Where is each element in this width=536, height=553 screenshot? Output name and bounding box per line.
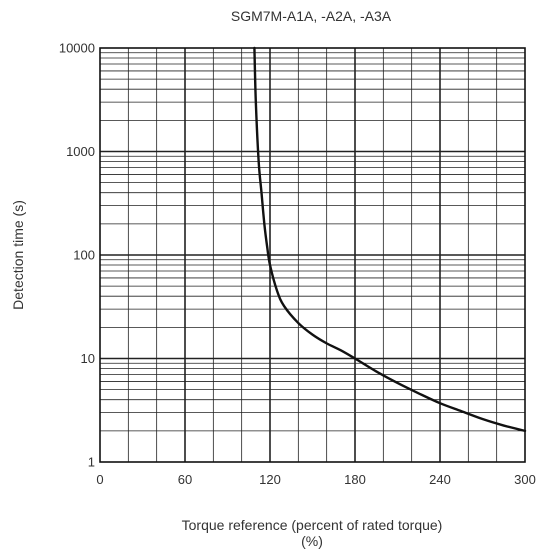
x-axis-label: Torque reference (percent of rated torqu… — [182, 517, 443, 533]
y-tick-label: 10 — [81, 351, 95, 366]
x-tick-label: 60 — [178, 472, 192, 487]
y-tick-label: 1000 — [66, 144, 95, 159]
chart-title: SGM7M-A1A, -A2A, -A3A — [231, 8, 392, 24]
plot-frame — [99, 47, 526, 463]
x-tick-label: 240 — [429, 472, 451, 487]
x-tick-label: 300 — [514, 472, 536, 487]
x-tick-label: 180 — [344, 472, 366, 487]
grid-lines — [100, 48, 525, 462]
x-tick-label: 120 — [259, 472, 281, 487]
series-line — [253, 46, 527, 433]
y-tick-label: 10000 — [59, 41, 95, 56]
x-axis-label-unit: (%) — [301, 533, 323, 549]
x-tick-label: 0 — [96, 472, 103, 487]
y-tick-label: 1 — [88, 455, 95, 470]
y-axis-label: Detection time (s) — [10, 200, 26, 310]
y-tick-label: 100 — [73, 248, 95, 263]
tick-labels: 0 60 120 180 240 300 1 10 100 1000 10000 — [59, 41, 536, 488]
